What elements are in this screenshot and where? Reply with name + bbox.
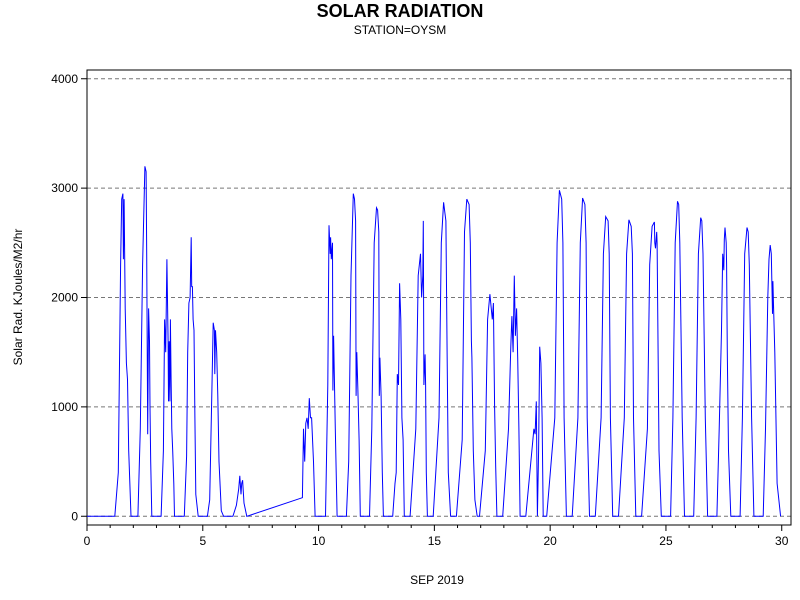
x-tick-label: 30 bbox=[775, 534, 789, 548]
y-tick-label: 1000 bbox=[51, 400, 78, 414]
chart-title: SOLAR RADIATION bbox=[316, 1, 484, 21]
y-tick-label: 3000 bbox=[51, 181, 78, 195]
x-tick-label: 0 bbox=[84, 534, 91, 548]
x-axis-label: SEP 2019 bbox=[410, 573, 464, 587]
x-tick-label: 20 bbox=[543, 534, 557, 548]
x-tick-label: 10 bbox=[312, 534, 326, 548]
y-axis: 0 1000 2000 3000 4000 bbox=[51, 72, 87, 523]
x-tick-label: 15 bbox=[428, 534, 442, 548]
x-tick-label: 25 bbox=[659, 534, 673, 548]
x-axis: 0 5 10 15 20 25 30 bbox=[84, 525, 789, 548]
x-tick-label: 5 bbox=[199, 534, 206, 548]
y-tick-label: 2000 bbox=[51, 291, 78, 305]
series-line bbox=[87, 166, 782, 517]
chart-subtitle: STATION=OYSM bbox=[353, 23, 447, 37]
y-axis-label: Solar Rad. KJoules/M2/hr bbox=[11, 228, 25, 366]
y-tick-label: 4000 bbox=[51, 72, 78, 86]
y-tick-label: 0 bbox=[71, 509, 78, 523]
